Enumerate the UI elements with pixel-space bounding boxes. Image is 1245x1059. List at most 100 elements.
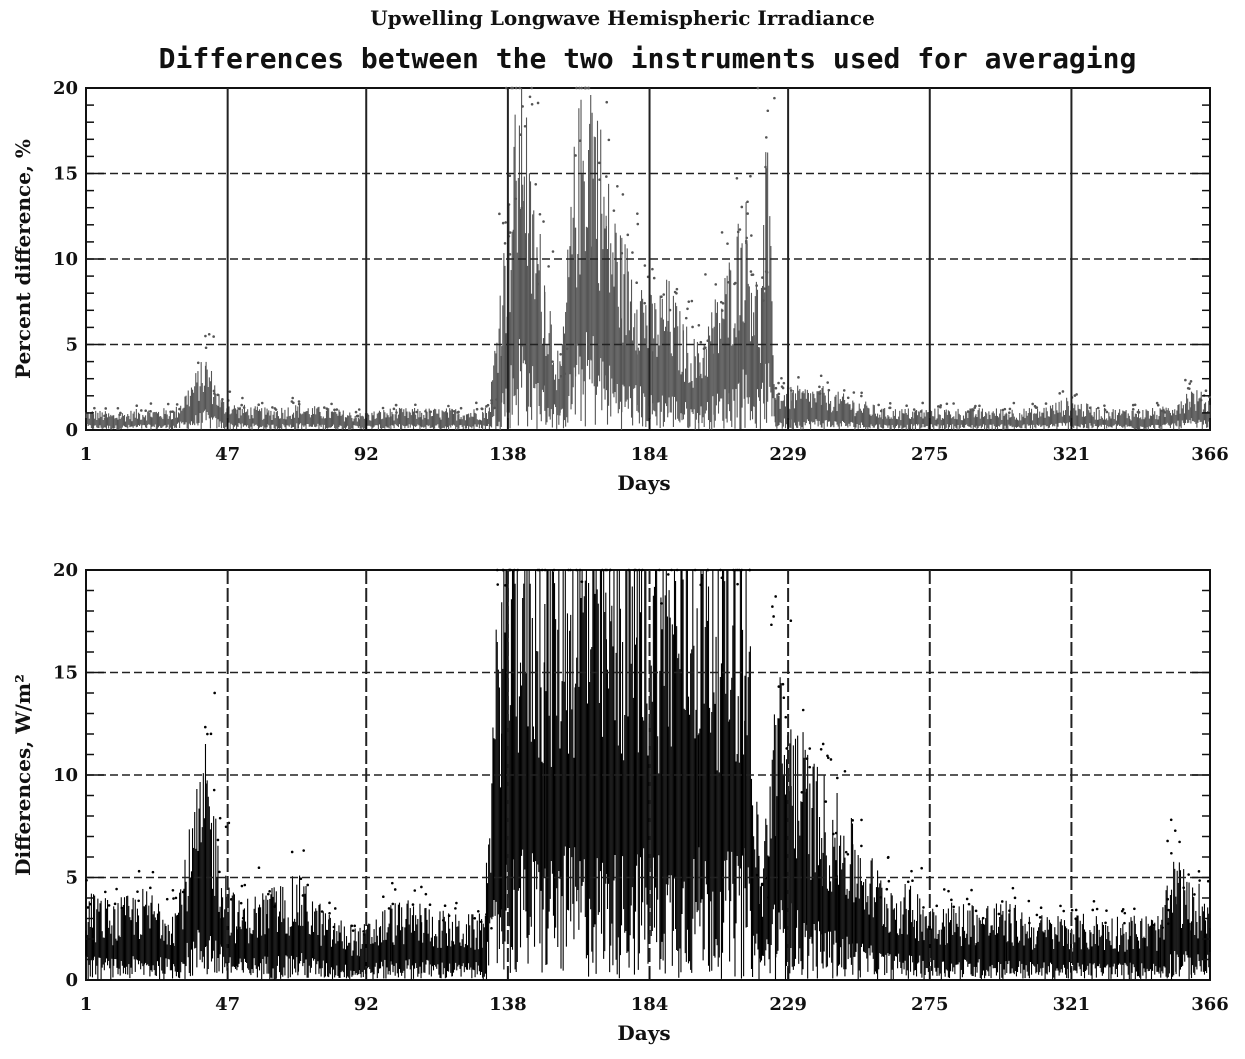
data-point [536,101,540,105]
data-point [241,916,245,920]
data-point [782,381,786,385]
data-point [826,381,829,384]
data-point [910,869,913,873]
data-point [496,583,500,586]
data-point [846,396,850,400]
data-point [297,402,301,406]
figure-subtitle: Differences between the two instruments … [158,42,1137,75]
data-point [441,918,445,922]
data-point [1152,923,1156,927]
data-point [1095,907,1099,911]
data-point [538,212,542,216]
data-point [516,568,520,572]
data-point [209,732,213,736]
data-point [746,212,749,215]
y-axis-label: Differences, W/m² [11,674,35,876]
data-point [784,715,788,719]
data-point [888,402,892,405]
data-point [636,212,639,215]
data-point [919,410,923,413]
data-point [578,568,582,572]
data-point [921,401,924,405]
data-point [1167,922,1170,925]
data-point [530,102,534,106]
data-point [886,856,890,859]
data-point [597,161,601,165]
x-tick-label: 184 [631,444,669,465]
data-point [749,174,752,178]
data-point [113,902,117,906]
data-point [514,86,518,90]
data-point [508,174,512,178]
y-tick-label: 0 [65,970,78,991]
data-point [118,413,121,417]
data-point [945,402,949,406]
data-point [605,100,609,104]
data-point [740,568,744,572]
data-point [1074,917,1078,921]
data-point [218,870,221,874]
data-point [1206,879,1210,883]
data-point [175,403,179,406]
data-point [116,406,120,410]
data-point [492,406,496,410]
data-point [781,386,785,390]
data-point [860,818,863,822]
figure-suptitle: Upwelling Longwave Hemispheric Irradianc… [370,6,875,30]
data-point [601,568,604,572]
data-point [746,200,749,204]
data-point [851,819,854,822]
data-point [93,406,96,410]
data-point [1173,829,1177,832]
data-point [496,568,499,572]
data-point [1003,407,1007,411]
data-point [151,870,155,874]
data-point [906,880,910,884]
data-point [952,905,956,909]
data-point [1155,401,1159,405]
data-point [720,231,724,234]
x-tick-label: 275 [911,444,949,465]
data-point [888,406,892,410]
data-point [781,682,785,686]
data-point [967,902,971,906]
data-point [608,568,612,572]
data-point [204,334,207,338]
data-point [454,907,457,910]
data-point [660,295,663,299]
data-point [1011,886,1015,890]
data-point [333,907,337,910]
data-series [85,568,1211,980]
y-tick-label: 10 [53,765,78,786]
data-point [536,282,540,286]
data-point [1088,406,1092,410]
data-point [936,405,940,408]
data-point [218,816,222,820]
x-tick-label: 1 [80,994,93,1015]
data-point [920,866,923,870]
data-point [212,335,215,338]
data-point [508,231,512,234]
data-point [207,332,211,336]
data-point [354,410,358,414]
data-point [229,898,233,901]
data-point [559,374,563,378]
data-point [819,374,823,378]
data-point [935,904,939,908]
data-point [206,732,209,736]
data-point [721,302,725,305]
x-tick-label: 138 [489,444,527,465]
data-point [455,901,458,905]
data-point [1104,921,1107,925]
data-point [242,406,246,409]
data-point [1091,908,1095,912]
data-point [534,182,538,186]
data-point [720,309,724,312]
data-series [85,86,1211,430]
data-point [476,909,480,913]
data-point [1193,893,1196,896]
data-point [887,879,891,883]
data-point [824,800,828,803]
x-tick-label: 138 [489,994,527,1015]
data-point [86,906,90,909]
